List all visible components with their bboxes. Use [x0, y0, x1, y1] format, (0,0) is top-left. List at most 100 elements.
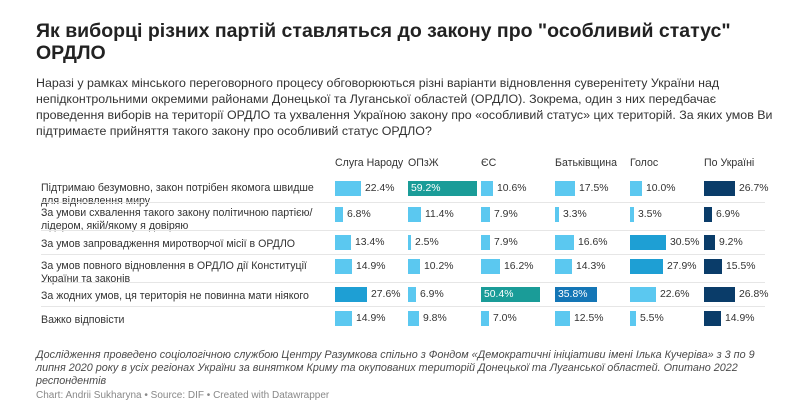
value-label: 22.4%	[365, 183, 395, 194]
table-cell: 7.9%	[481, 235, 551, 250]
value-label: 10.6%	[497, 183, 527, 194]
value-bar	[335, 207, 343, 222]
value-bar	[704, 287, 735, 302]
value-bar	[481, 287, 540, 302]
value-label: 26.7%	[739, 183, 769, 194]
row-divider	[41, 202, 765, 203]
value-label: 7.9%	[494, 209, 518, 220]
column-header-1: ОПзЖ	[408, 157, 439, 169]
column-header-0: Слуга Народу	[335, 157, 404, 169]
value-bar	[704, 181, 735, 196]
value-bar	[555, 259, 572, 274]
value-label: 12.5%	[574, 313, 604, 324]
row-label-2: За умов запровадження миротворчої місії …	[41, 238, 296, 250]
value-label: 10.0%	[646, 183, 676, 194]
table-cell: 17.5%	[555, 181, 625, 196]
value-bar	[704, 207, 712, 222]
value-bar	[630, 181, 642, 196]
value-label: 10.2%	[424, 261, 454, 272]
table-cell: 9.2%	[704, 235, 774, 250]
table-cell: 10.2%	[408, 259, 478, 274]
table-cell: 59.2%	[408, 181, 478, 196]
table-cell: 11.4%	[408, 207, 478, 222]
column-header-5: По Україні	[704, 157, 755, 169]
value-label: 22.6%	[660, 289, 690, 300]
table-cell: 14.3%	[555, 259, 625, 274]
value-label: 2.5%	[415, 237, 439, 248]
value-label: 59.2%	[411, 183, 441, 194]
value-label: 27.9%	[667, 261, 697, 272]
table-cell: 6.9%	[704, 207, 774, 222]
table-cell: 10.6%	[481, 181, 551, 196]
value-label: 50.4%	[484, 289, 514, 300]
row-divider	[41, 306, 765, 307]
chart-intro: Наразі у рамках мінського переговорного …	[36, 76, 773, 138]
column-header-2: ЄС	[481, 157, 497, 169]
value-bar	[408, 287, 416, 302]
value-label: 7.9%	[494, 237, 518, 248]
value-bar	[481, 181, 493, 196]
value-label: 17.5%	[579, 183, 609, 194]
table-cell: 50.4%	[481, 287, 551, 302]
value-label: 15.5%	[726, 261, 756, 272]
table-cell: 30.5%	[630, 235, 700, 250]
row-divider	[41, 230, 765, 231]
table-cell: 26.7%	[704, 181, 774, 196]
value-bar	[555, 235, 574, 250]
value-bar	[555, 311, 570, 326]
value-bar	[408, 311, 419, 326]
value-bar	[481, 259, 500, 274]
value-bar	[408, 207, 421, 222]
value-label: 16.6%	[578, 237, 608, 248]
table-cell: 6.8%	[335, 207, 405, 222]
table-cell: 12.5%	[555, 311, 625, 326]
table-cell: 22.4%	[335, 181, 405, 196]
value-bar	[704, 235, 715, 250]
value-bar	[408, 259, 420, 274]
table-cell: 7.9%	[481, 207, 551, 222]
table-cell: 27.6%	[335, 287, 405, 302]
value-label: 7.0%	[493, 313, 517, 324]
table-cell: 10.0%	[630, 181, 700, 196]
value-label: 14.9%	[356, 313, 386, 324]
value-label: 14.3%	[576, 261, 606, 272]
value-bar	[630, 287, 656, 302]
value-label: 26.8%	[739, 289, 769, 300]
table-cell: 16.6%	[555, 235, 625, 250]
table-cell: 2.5%	[408, 235, 478, 250]
table-cell: 6.9%	[408, 287, 478, 302]
value-label: 30.5%	[670, 237, 700, 248]
row-label-4: За жодних умов, ця територія не повинна …	[41, 290, 309, 302]
row-label-1: За умови схвалення такого закону політич…	[41, 207, 313, 232]
value-bar	[630, 259, 663, 274]
value-bar	[555, 181, 575, 196]
value-label: 9.8%	[423, 313, 447, 324]
table-cell: 7.0%	[481, 311, 551, 326]
value-label: 13.4%	[355, 237, 385, 248]
value-label: 27.6%	[371, 289, 401, 300]
table-cell: 27.9%	[630, 259, 700, 274]
value-bar	[555, 287, 597, 302]
column-header-3: Батьківщина	[555, 157, 617, 169]
value-label: 3.5%	[638, 209, 662, 220]
row-label-5: Важко відповісти	[41, 314, 125, 326]
table-cell: 3.3%	[555, 207, 625, 222]
column-header-4: Голос	[630, 157, 659, 169]
value-bar	[335, 311, 352, 326]
value-label: 14.9%	[725, 313, 755, 324]
value-label: 6.9%	[420, 289, 444, 300]
value-label: 3.3%	[563, 209, 587, 220]
value-label: 6.8%	[347, 209, 371, 220]
value-bar	[481, 311, 489, 326]
value-bar	[704, 311, 721, 326]
value-bar	[630, 207, 634, 222]
table-cell: 16.2%	[481, 259, 551, 274]
table-cell: 15.5%	[704, 259, 774, 274]
value-bar	[335, 181, 361, 196]
value-bar	[481, 235, 490, 250]
value-bar	[408, 181, 477, 196]
value-label: 14.9%	[356, 261, 386, 272]
value-bar	[408, 235, 411, 250]
value-label: 35.8%	[558, 289, 588, 300]
methodology-note: Дослідження проведено соціологічною служ…	[36, 349, 755, 387]
